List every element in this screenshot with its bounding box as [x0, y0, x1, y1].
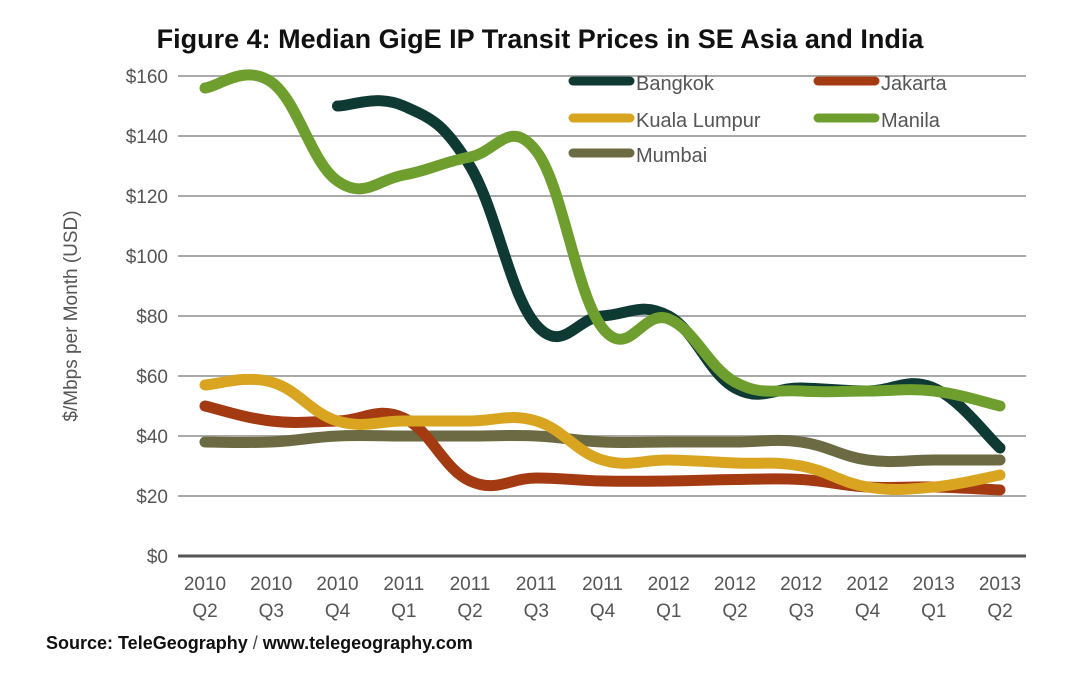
- x-tick-label-quarter: Q4: [590, 601, 616, 622]
- legend-item-jakarta: Jakarta: [813, 73, 947, 95]
- x-tick-label-quarter: Q2: [457, 601, 482, 622]
- x-tick-label-quarter: Q4: [855, 601, 881, 622]
- x-tick-label-year: 2010: [184, 574, 226, 595]
- x-tick-label-year: 2011: [383, 574, 424, 595]
- legend-label: Manila: [881, 110, 941, 132]
- x-tick-label-quarter: Q1: [656, 601, 681, 622]
- chart-title: Figure 4: Median GigE IP Transit Prices …: [156, 24, 924, 54]
- series-lines: [199, 69, 1006, 496]
- x-tick-label-year: 2012: [648, 574, 690, 595]
- y-tick-label: $160: [126, 67, 168, 88]
- y-axis-ticks: $0 $20 $40 $60 $80 $100 $120 $140 $160: [126, 67, 168, 568]
- x-tick-label-year: 2011: [516, 574, 557, 595]
- source-url: www.telegeography.com: [262, 633, 473, 653]
- legend-item-manila: Manila: [813, 110, 941, 132]
- y-tick-label: $40: [136, 427, 168, 448]
- legend-label: Kuala Lumpur: [636, 110, 761, 132]
- x-tick-label-year: 2012: [780, 574, 822, 595]
- source-label: Source: TeleGeography: [46, 633, 248, 653]
- series-kuala-lumpur: [199, 373, 1006, 496]
- legend-label: Mumbai: [636, 145, 707, 167]
- y-tick-label: $80: [136, 307, 168, 328]
- x-tick-label-quarter: Q1: [391, 601, 416, 622]
- legend-item-kuala-lumpur: Kuala Lumpur: [568, 110, 761, 132]
- y-tick-label: $120: [126, 187, 168, 208]
- x-axis-ticks: 2010 Q2 2010 Q3 2010 Q4 2011 Q1 2011 Q2 2011 Q3 2011…: [184, 574, 1021, 622]
- y-tick-label: $100: [126, 247, 168, 268]
- legend-item-mumbai: Mumbai: [568, 145, 707, 167]
- source-separator: /: [252, 633, 258, 653]
- x-tick-label-year: 2011: [582, 574, 623, 595]
- x-tick-label-year: 2010: [316, 574, 358, 595]
- x-tick-label-year: 2012: [846, 574, 888, 595]
- y-tick-label: $140: [126, 127, 168, 148]
- series-manila: [199, 69, 1006, 412]
- legend-label: Bangkok: [636, 73, 715, 95]
- y-tick-label: $60: [136, 367, 168, 388]
- x-tick-label-quarter: Q3: [259, 601, 284, 622]
- x-tick-label-year: 2013: [913, 574, 955, 595]
- series-line-manila: [199, 69, 1006, 412]
- legend: Bangkok Jakarta Kuala Lumpur Manila Mumbai: [568, 73, 947, 167]
- y-axis-label: $/Mbps per Month (USD): [61, 210, 82, 421]
- x-tick-label-year: 2012: [714, 574, 756, 595]
- y-tick-label: $20: [136, 487, 168, 508]
- source-note: Source: TeleGeography / www.telegeography.…: [46, 633, 473, 654]
- legend-item-bangkok: Bangkok: [568, 73, 715, 95]
- x-tick-label-quarter: Q2: [987, 601, 1012, 622]
- x-tick-label-quarter: Q1: [921, 601, 946, 622]
- x-tick-label-year: 2013: [979, 574, 1021, 595]
- y-tick-label: $0: [147, 547, 168, 568]
- x-tick-label-quarter: Q2: [192, 601, 217, 622]
- x-tick-label-year: 2011: [450, 574, 491, 595]
- x-tick-label-quarter: Q2: [722, 601, 747, 622]
- series-mumbai: [199, 429, 1006, 468]
- x-tick-label-year: 2010: [250, 574, 292, 595]
- legend-label: Jakarta: [881, 73, 947, 95]
- x-tick-label-quarter: Q3: [789, 601, 814, 622]
- x-tick-label-quarter: Q4: [325, 601, 351, 622]
- x-tick-label-quarter: Q3: [524, 601, 549, 622]
